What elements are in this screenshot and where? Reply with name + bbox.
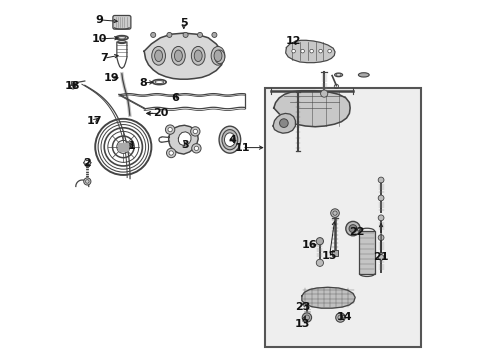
Circle shape: [319, 49, 322, 53]
Circle shape: [168, 127, 172, 132]
Circle shape: [280, 119, 288, 127]
Text: 4: 4: [228, 135, 236, 145]
Text: 10: 10: [92, 34, 107, 44]
Text: 8: 8: [140, 78, 147, 88]
Text: 14: 14: [336, 312, 352, 322]
Ellipse shape: [174, 50, 182, 62]
Polygon shape: [178, 132, 191, 145]
Text: 19: 19: [103, 73, 119, 84]
Circle shape: [197, 32, 202, 37]
Circle shape: [193, 129, 197, 134]
Circle shape: [166, 125, 175, 134]
Circle shape: [349, 225, 357, 233]
Ellipse shape: [224, 133, 235, 147]
Text: 12: 12: [286, 36, 301, 46]
Bar: [265, 88, 421, 347]
Circle shape: [183, 32, 188, 37]
Circle shape: [378, 255, 384, 260]
Circle shape: [310, 49, 314, 53]
Circle shape: [167, 32, 172, 37]
Bar: [71, 81, 76, 85]
FancyBboxPatch shape: [113, 15, 131, 29]
Circle shape: [378, 215, 384, 221]
Text: 22: 22: [349, 227, 365, 237]
Text: 13: 13: [294, 319, 310, 329]
Circle shape: [331, 209, 339, 217]
Text: 23: 23: [295, 302, 310, 312]
Ellipse shape: [152, 46, 166, 65]
Ellipse shape: [211, 46, 225, 65]
Circle shape: [378, 177, 384, 183]
Text: 15: 15: [322, 251, 337, 261]
Text: 9: 9: [95, 15, 103, 25]
Text: 18: 18: [65, 81, 81, 91]
Text: 1: 1: [128, 141, 135, 151]
Text: 5: 5: [180, 18, 188, 28]
Text: 2: 2: [83, 158, 91, 168]
Circle shape: [328, 49, 331, 53]
Polygon shape: [169, 125, 198, 154]
Text: 16: 16: [302, 240, 318, 250]
Circle shape: [292, 49, 295, 53]
Polygon shape: [286, 40, 335, 63]
Polygon shape: [274, 91, 350, 127]
Bar: [332, 250, 338, 256]
Text: 6: 6: [171, 93, 179, 103]
Text: 7: 7: [100, 53, 108, 63]
Circle shape: [316, 238, 323, 245]
Circle shape: [301, 49, 304, 53]
Polygon shape: [144, 33, 223, 79]
Circle shape: [167, 148, 176, 158]
Ellipse shape: [215, 50, 225, 64]
Ellipse shape: [172, 46, 185, 65]
Text: 21: 21: [373, 252, 389, 262]
Ellipse shape: [219, 126, 241, 153]
Text: 17: 17: [87, 116, 102, 126]
Circle shape: [302, 313, 312, 322]
Circle shape: [320, 90, 328, 97]
Circle shape: [346, 221, 360, 236]
Ellipse shape: [192, 46, 205, 65]
Text: 3: 3: [182, 140, 190, 150]
Text: 11: 11: [234, 143, 250, 153]
Circle shape: [194, 146, 198, 150]
Circle shape: [336, 313, 345, 322]
Circle shape: [84, 178, 91, 185]
Circle shape: [151, 32, 156, 37]
Bar: [360, 231, 374, 274]
Circle shape: [212, 32, 217, 37]
Circle shape: [192, 144, 201, 153]
Circle shape: [378, 195, 384, 201]
Ellipse shape: [222, 130, 238, 150]
Circle shape: [169, 151, 173, 155]
Ellipse shape: [358, 73, 369, 77]
Text: 20: 20: [153, 108, 168, 118]
Circle shape: [316, 259, 323, 266]
Ellipse shape: [214, 50, 222, 62]
Ellipse shape: [155, 50, 163, 62]
Circle shape: [191, 127, 200, 136]
Circle shape: [378, 235, 384, 240]
Polygon shape: [118, 143, 128, 151]
Polygon shape: [302, 287, 355, 308]
FancyBboxPatch shape: [348, 224, 358, 233]
Ellipse shape: [194, 50, 202, 62]
Polygon shape: [273, 113, 295, 133]
